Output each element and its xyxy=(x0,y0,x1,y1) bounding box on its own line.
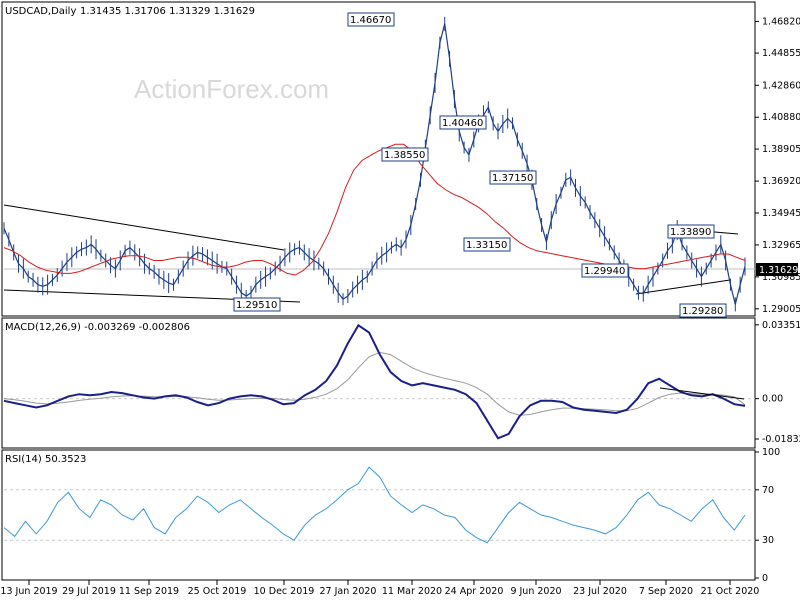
price-annotation-label: 1.29280 xyxy=(682,306,723,317)
x-axis-label: 7 Sep 2020 xyxy=(639,586,693,597)
price-annotation: 1.38550 xyxy=(381,147,429,162)
current-price-tag: 1.31629 xyxy=(756,263,798,276)
macd-axis-label: -0.018324 xyxy=(762,434,800,445)
axis-labels: 1.46820 1.44855 1.42860 1.40880 1.38905 1.369… xyxy=(0,16,800,597)
price-annotation-label: 1.46670 xyxy=(350,15,391,26)
price-axis-label: 1.46820 xyxy=(762,16,800,27)
price-annotation-label: 1.29510 xyxy=(236,300,277,311)
macd-axis-label: 0.033515 xyxy=(762,320,800,331)
price-panel xyxy=(1,1,756,317)
price-annotation: 1.37150 xyxy=(489,170,537,185)
macd-series xyxy=(3,323,746,440)
price-axis-label: 1.42860 xyxy=(762,80,800,91)
current-price-label: 1.31629 xyxy=(759,265,798,276)
macd-title: MACD(12,26,9) -0.003269 -0.002806 xyxy=(5,322,190,333)
rsi-axis-label: 70 xyxy=(762,485,774,496)
chart-symbol: USDCAD,Daily xyxy=(5,6,76,17)
macd-panel xyxy=(1,317,756,449)
price-annotation-label: 1.29940 xyxy=(584,266,625,277)
rsi-axis-label: 100 xyxy=(762,447,780,458)
price-annotation: 1.33150 xyxy=(463,237,511,252)
price-annotation: 1.40460 xyxy=(439,115,487,130)
price-annotation: 1.29940 xyxy=(581,263,629,278)
price-axis-label: 1.40880 xyxy=(762,112,800,123)
price-axis-label: 1.44855 xyxy=(762,48,800,59)
x-axis-label: 25 Oct 2019 xyxy=(188,586,247,597)
price-annotation-label: 1.33150 xyxy=(466,240,507,251)
price-annotation-label: 1.37150 xyxy=(492,173,533,184)
price-axis-label: 1.30985 xyxy=(762,272,800,283)
grid-layer xyxy=(4,268,755,541)
price-axis-label: 1.32965 xyxy=(762,240,800,251)
price-axis-label: 1.29005 xyxy=(762,304,800,315)
rsi-panel xyxy=(1,449,756,581)
x-axis-label: 11 Mar 2020 xyxy=(382,586,442,597)
x-axis-label: 29 Jul 2019 xyxy=(62,586,116,597)
price-annotation: 1.46670 xyxy=(347,12,395,27)
price-annotation: 1.29510 xyxy=(233,297,281,312)
rsi-axis-label: 30 xyxy=(762,535,774,546)
price-axis-label: 1.38905 xyxy=(762,144,800,155)
price-annotation: 1.29280 xyxy=(679,303,727,318)
rsi-title: RSI(14) 50.3523 xyxy=(5,454,86,465)
price-annotations: 1.46670 1.38550 1.40460 1.37150 1.33150 1.295… xyxy=(233,12,727,318)
rsi-series xyxy=(3,466,746,544)
chart-ohlc: 1.31435 1.31706 1.31329 1.31629 xyxy=(80,6,255,17)
x-axis-label: 10 Dec 2019 xyxy=(254,586,315,597)
rsi-axis-label: 0 xyxy=(762,573,768,584)
price-annotation-label: 1.40460 xyxy=(442,118,483,129)
trendline xyxy=(635,279,731,295)
macd-trendline xyxy=(659,387,745,400)
x-axis-label: 11 Sep 2019 xyxy=(119,586,179,597)
price-annotation-label: 1.33890 xyxy=(670,227,711,238)
price-annotation-label: 1.38550 xyxy=(384,150,425,161)
x-axis-label: 21 Oct 2020 xyxy=(701,586,760,597)
x-axis-label: 13 Jun 2019 xyxy=(0,586,57,597)
x-axis-label: 27 Jan 2020 xyxy=(320,586,377,597)
macd-axis-label: 0.00 xyxy=(762,394,783,405)
watermark: ActionForex.com xyxy=(134,74,329,104)
price-axis-label: 1.34945 xyxy=(762,208,800,219)
x-axis-label: 23 Jul 2020 xyxy=(573,586,627,597)
rsi-line xyxy=(3,466,746,544)
x-axis-label: 24 Apr 2020 xyxy=(445,586,504,597)
price-axis-label: 1.36920 xyxy=(762,176,800,187)
macd-line xyxy=(3,323,746,440)
price-annotation: 1.33890 xyxy=(667,224,715,239)
x-axis-label: 9 Jun 2020 xyxy=(510,586,561,597)
trendline xyxy=(3,204,285,251)
